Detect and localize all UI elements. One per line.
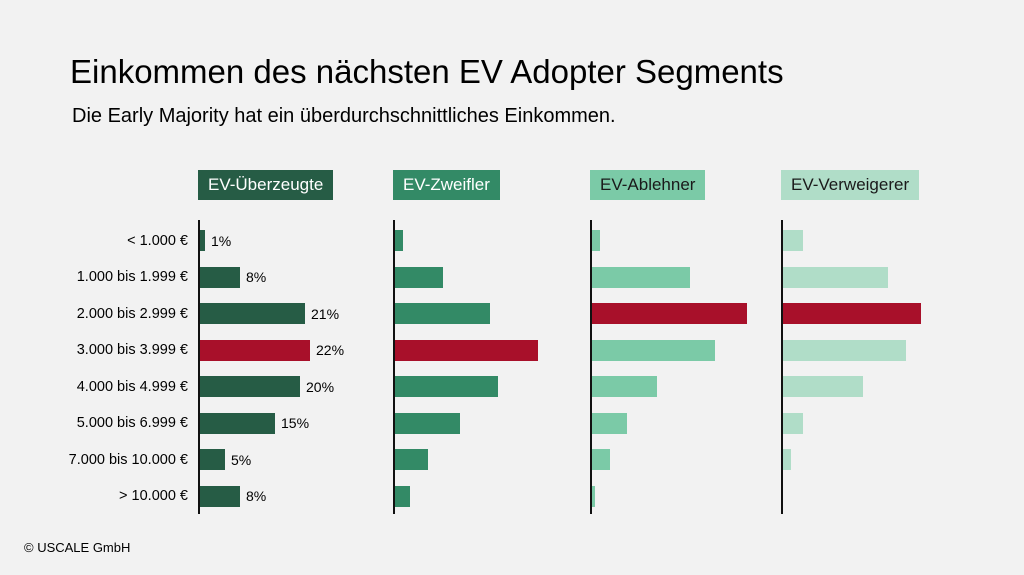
- data-label: 20%: [306, 378, 335, 395]
- axis-line: [393, 220, 395, 514]
- bar: [783, 339, 906, 361]
- axis-line: [781, 220, 783, 514]
- bar: [200, 266, 240, 288]
- bar: [783, 376, 863, 397]
- bar: [200, 303, 305, 324]
- bar: [395, 449, 428, 470]
- bar: [783, 449, 791, 470]
- data-label: 21%: [311, 305, 340, 322]
- data-label: 15%: [281, 415, 310, 431]
- series-header: EV-Verweigerer: [781, 170, 920, 200]
- bar: [592, 449, 610, 470]
- bar: [783, 266, 888, 288]
- category-label: 1.000 bis 1.999 €: [76, 269, 188, 285]
- bar: [395, 230, 403, 251]
- category-label: 5.000 bis 6.999 €: [76, 415, 188, 431]
- axis-line: [198, 220, 200, 514]
- bar: [783, 230, 803, 251]
- bar: [200, 412, 275, 434]
- bar: [592, 266, 690, 288]
- bar: [395, 412, 460, 434]
- bar: [395, 303, 490, 324]
- chart-title: Einkommen des nächsten EV Adopter Segmen…: [70, 53, 784, 90]
- bar: [200, 339, 310, 361]
- series-header: EV-Zweifler: [393, 170, 500, 200]
- bar: [783, 303, 921, 324]
- bar: [783, 412, 803, 434]
- bar: [395, 266, 443, 288]
- data-label: 1%: [211, 232, 232, 249]
- bar: [592, 376, 657, 397]
- bar: [592, 339, 715, 361]
- data-label: 8%: [246, 488, 267, 504]
- category-label: 7.000 bis 10.000 €: [68, 451, 188, 468]
- bar: [200, 485, 240, 507]
- bar: [200, 376, 300, 397]
- bar: [200, 230, 205, 251]
- series-header: EV-Ablehner: [590, 170, 706, 200]
- bar: [592, 485, 595, 507]
- category-label: 3.000 bis 3.999 €: [76, 342, 188, 358]
- data-label: 5%: [231, 451, 252, 468]
- category-label: > 10.000 €: [119, 488, 188, 504]
- bar: [592, 230, 600, 251]
- copyright-footer: © USCALE GmbH: [24, 540, 131, 555]
- bar: [395, 376, 498, 397]
- axis-line: [590, 220, 592, 514]
- bar: [395, 339, 538, 361]
- data-label: 22%: [316, 342, 345, 358]
- category-label: 4.000 bis 4.999 €: [76, 378, 188, 395]
- data-label: 8%: [246, 269, 267, 285]
- chart-subtitle: Die Early Majority hat ein überdurchschn…: [72, 105, 616, 127]
- category-label: 2.000 bis 2.999 €: [76, 305, 188, 322]
- bar: [200, 449, 225, 470]
- bar: [592, 412, 627, 434]
- bar: [592, 303, 747, 324]
- category-label: < 1.000 €: [127, 232, 188, 249]
- bar: [395, 485, 410, 507]
- series-header: EV-Überzeugte: [198, 170, 334, 200]
